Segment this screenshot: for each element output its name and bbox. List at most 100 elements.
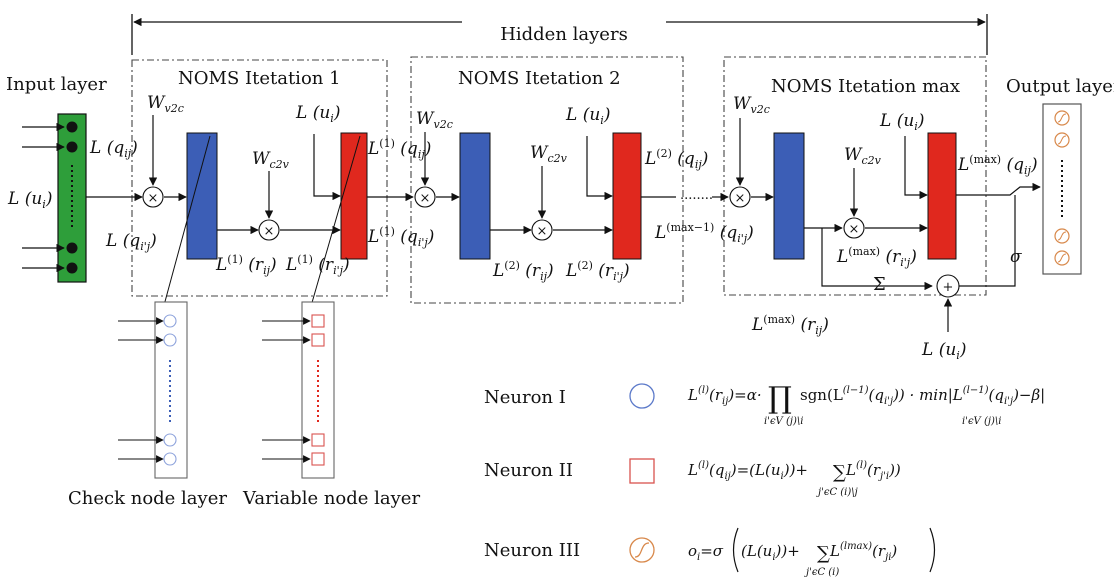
l-qij-label: L (qij)	[89, 138, 138, 160]
multiply-node	[843, 217, 865, 239]
variable-node-layer: Variable node layer	[242, 301, 420, 509]
l1-qij-label: L(1) (qij)	[367, 137, 431, 161]
variable-neuron	[311, 452, 325, 466]
weight-v2c-label: Wv2c	[147, 93, 184, 115]
hidden-layers-bracket: Hidden layers	[131, 14, 988, 55]
formula-neuron-2: L(l)(qij)=(L(ui))+ ∑ L(l)(rj'i)) j'ϵC (i…	[687, 460, 901, 498]
multiply-node	[142, 186, 164, 208]
weight-c2v-label: Wc2v	[252, 149, 290, 171]
check-node-layer: Check node layer	[68, 301, 227, 509]
variable-neuron	[311, 333, 325, 347]
svg-text:∑: ∑	[817, 543, 830, 564]
sigma-label: σ	[1010, 247, 1022, 267]
sum-label: Σ	[873, 274, 886, 295]
iteration-1-label: NOMS Itetation 1	[178, 68, 341, 89]
lmaxm1-qi'j-label: L(max−1) (qi'j)	[654, 221, 754, 245]
sigmoid-neuron-icon	[1054, 250, 1070, 266]
weight-c2v-label: Wc2v	[530, 143, 568, 165]
l2-rij-label: L(2) (rij)	[492, 259, 554, 283]
variable-node-block	[927, 132, 957, 260]
weight-c2v-label: Wc2v	[844, 145, 882, 167]
multiply-node	[729, 186, 751, 208]
check-neuron	[163, 333, 177, 347]
check-node-layer-label: Check node layer	[68, 488, 227, 509]
lmax-rij-label: L(max) (rij)	[751, 313, 829, 337]
iteration-2-box	[410, 56, 684, 304]
variable-node-block	[612, 132, 642, 260]
iteration-1-box	[131, 59, 388, 297]
product-symbol: ∏	[768, 381, 792, 416]
neuron-legend: Neuron I Neuron II Neuron III	[484, 383, 655, 563]
output-layer-label: Output layer	[1006, 76, 1114, 97]
l1-rij-label: L(1) (rij)	[215, 253, 277, 277]
svg-text:×: ×	[537, 224, 548, 239]
svg-text:L(l)(rj'i)): L(l)(rj'i))	[845, 460, 901, 482]
l-ui-label: L (ui)	[295, 103, 340, 125]
lmax-ri'j-label: L(max) (ri'j)	[836, 245, 917, 269]
input-l-ui: L (ui)	[7, 189, 52, 211]
svg-text:j'ϵC (i): j'ϵC (i)	[804, 567, 839, 578]
input-layer-box	[57, 113, 87, 283]
variable-node-block	[340, 132, 368, 260]
neuron-square-icon	[629, 458, 655, 484]
iteration-2-label: NOMS Itetation 2	[458, 68, 621, 89]
iteration-max-content: × Wv2c × Wc2v L (ui) L(max) (ri'j) L(max…	[729, 94, 1041, 362]
input-node	[66, 141, 78, 153]
l2-ri'j-label: L(2) (ri'j)	[565, 259, 630, 283]
input-node	[66, 121, 78, 133]
svg-text:i'ϵV (j)\i: i'ϵV (j)\i	[962, 416, 1001, 427]
svg-text:L(l)(qij)=(L(ui))+: L(l)(qij)=(L(ui))+	[687, 460, 808, 482]
neuron-2-label: Neuron II	[484, 460, 573, 481]
sigmoid-neuron-icon	[1054, 228, 1070, 244]
svg-text:×: ×	[420, 191, 431, 206]
svg-text:(L(ui))+: (L(ui))+	[741, 542, 800, 563]
input-layer: Input layer L (ui)	[6, 74, 107, 283]
output-layer: Output layer	[1006, 76, 1114, 275]
neuron-circle-icon	[629, 383, 655, 409]
check-neuron	[163, 452, 177, 466]
l-qi'j-label: L (qi'j)	[105, 231, 157, 253]
svg-text:×: ×	[849, 222, 860, 237]
variable-neuron	[311, 314, 325, 328]
output-layer-box	[1042, 103, 1082, 275]
sigmoid-neuron-icon	[1054, 110, 1070, 126]
iteration-max-box	[723, 56, 987, 296]
l-ui-label: L (ui)	[879, 111, 924, 133]
svg-text:+: +	[943, 280, 954, 295]
weight-v2c-label: Wv2c	[416, 109, 453, 131]
svg-text:i'ϵV (j)\i: i'ϵV (j)\i	[764, 416, 803, 427]
l-ui-label: L (ui)	[565, 105, 610, 127]
neuron-sigmoid-icon	[629, 537, 655, 563]
multiply-node	[414, 186, 436, 208]
iteration-max-label: NOMS Itetation max	[771, 76, 960, 97]
l2-qij-label: L(2) (qij)	[644, 147, 708, 171]
l-ui-bottom-label: L (ui)	[921, 340, 966, 362]
svg-text:sgn(L(l−1)(qi'j)) · min|L(l−1): sgn(L(l−1)(qi'j)) · min|L(l−1)(qi'j)−β|	[800, 385, 1045, 407]
l1-qi'j-label: L(1) (qi'j)	[367, 225, 434, 249]
sigmoid-neuron-icon	[1054, 132, 1070, 148]
hidden-layers-title: Hidden layers	[500, 24, 628, 45]
input-nodes	[66, 121, 78, 274]
multiply-node	[258, 219, 280, 241]
iteration-2-content: × Wv2c × Wc2v L (ui) L(2) (rij) L(2) (ri…	[414, 105, 754, 283]
input-layer-label: Input layer	[6, 74, 107, 95]
formula-neuron-1: L(l)(rij)=α· ∏ sgn(L(l−1)(qi'j)) · min|L…	[687, 381, 1045, 427]
l1-ri'j-label: L(1) (ri'j)	[285, 253, 350, 277]
check-neuron	[163, 314, 177, 328]
lmax-qij-label: L(max) (qij)	[957, 153, 1038, 177]
check-node-block	[773, 132, 805, 260]
input-node	[66, 242, 78, 254]
multiply-node	[531, 219, 553, 241]
svg-text:L(l)(rij)=α·: L(l)(rij)=α·	[687, 385, 762, 407]
neuron-3-label: Neuron III	[484, 540, 580, 561]
formula-neuron-3: oi=σ (L(ui))+ ∑ L(lmax)(rji) j'ϵC (i)	[688, 527, 936, 578]
continuation-dots: ........	[680, 188, 713, 203]
svg-text:j'ϵC (i)\j: j'ϵC (i)\j	[816, 487, 858, 498]
check-neuron	[163, 433, 177, 447]
weight-v2c-label: Wv2c	[733, 94, 770, 116]
iteration-1-content: × Wv2c L (qij) L (qi'j) × Wc2v L (ui) L(…	[86, 93, 434, 321]
svg-text:×: ×	[264, 224, 275, 239]
neuron-1-label: Neuron I	[484, 387, 566, 408]
